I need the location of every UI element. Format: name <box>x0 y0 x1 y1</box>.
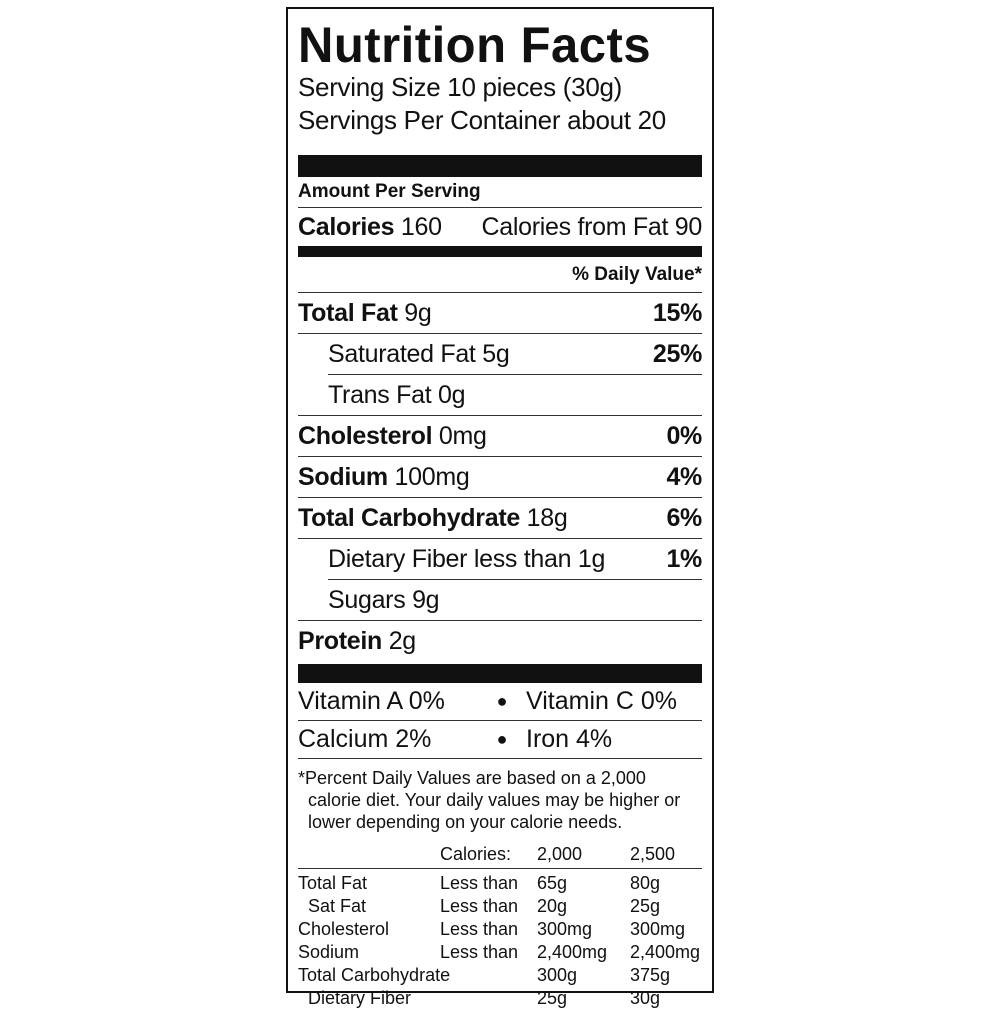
calories-value: 160 <box>400 212 442 241</box>
nutrient-row-dietary-fiber: Dietary Fiber less than 1g 1% <box>328 539 702 580</box>
vitamin-c: Vitamin C 0% <box>526 687 677 715</box>
nutrient-dv: 25% <box>652 339 702 368</box>
table-cell: 375g <box>630 965 671 985</box>
nutrient-amount: 2g <box>388 627 417 655</box>
nutrient-amount: 18g <box>526 503 568 532</box>
table-cell: Sat Fat <box>308 896 367 916</box>
table-cell: Dietary Fiber <box>308 988 412 1008</box>
table-cell: Less than <box>440 896 519 916</box>
nutrient-label: Sugars <box>328 585 406 614</box>
table-cell: Less than <box>440 942 519 962</box>
table-cell: 25g <box>537 988 568 1008</box>
nutrient-dv: 0% <box>666 421 702 450</box>
thick-divider <box>298 155 702 177</box>
calories-from-fat: Calories from Fat 90 <box>481 212 703 241</box>
nutrient-label: Cholesterol <box>298 421 433 450</box>
nutrition-facts-label: Nutrition Facts Serving Size 10 pieces (… <box>286 7 714 1008</box>
reference-table-header: Calories: 2,000 2,500 <box>298 843 702 869</box>
footnote: *Percent Daily Values are based on a 2,0… <box>298 767 702 833</box>
nutrient-amount: less than 1g <box>473 544 606 573</box>
table-cell: Total Carbohydrate <box>298 965 451 985</box>
nutrient-dv: 15% <box>652 298 702 327</box>
bullet-icon: ● <box>496 691 508 711</box>
table-cell: Less than <box>440 873 519 893</box>
table-header-cell: 2,500 <box>630 844 676 864</box>
table-cell: Sodium <box>298 942 360 962</box>
amount-per-serving-text: Amount Per Serving <box>298 181 481 202</box>
table-header-cell: Calories: <box>440 844 512 864</box>
calcium: Calcium 2% <box>298 725 432 753</box>
nutrient-label: Total Fat <box>298 298 398 327</box>
nutrient-row-saturated-fat: Saturated Fat 5g 25% <box>328 334 702 375</box>
nutrient-amount: 9g <box>404 298 432 327</box>
medium-divider <box>298 246 702 257</box>
table-cell: 300mg <box>537 919 593 939</box>
table-cell: 65g <box>537 873 568 893</box>
table-cell: 30g <box>630 988 661 1008</box>
nutrient-dv: 4% <box>666 462 702 491</box>
nutrient-amount: 100mg <box>394 462 470 491</box>
daily-value-header-text: % Daily Value* <box>572 263 702 285</box>
table-cell: 300g <box>537 965 578 985</box>
iron: Iron 4% <box>526 725 613 753</box>
table-header-cell: 2,000 <box>537 844 583 864</box>
vitamin-row: Vitamin A 0% ● Vitamin C 0% <box>298 683 702 721</box>
table-cell: 2,400mg <box>537 942 608 962</box>
table-header-cell <box>298 843 440 866</box>
nutrient-row-cholesterol: Cholesterol 0mg 0% <box>298 416 702 457</box>
thick-divider <box>298 664 702 683</box>
nutrient-row-trans-fat: Trans Fat 0g <box>298 375 702 416</box>
table-cell: 300mg <box>630 919 686 939</box>
calories-label: Calories <box>298 212 395 241</box>
bullet-icon: ● <box>496 729 508 749</box>
nutrient-row-sugars: Sugars 9g <box>298 580 702 621</box>
nutrient-amount: 0mg <box>438 421 487 450</box>
table-cell: Less than <box>440 919 519 939</box>
table-cell: 20g <box>537 896 568 916</box>
label-title: Nutrition Facts <box>298 17 652 73</box>
amount-per-serving: Amount Per Serving <box>298 177 702 208</box>
nutrient-label: Total Carbohydrate <box>298 503 520 532</box>
nutrient-label: Saturated Fat <box>328 339 476 368</box>
nutrient-label: Protein <box>298 627 383 655</box>
nutrient-label: Sodium <box>298 462 388 491</box>
nutrient-label: Dietary Fiber <box>328 544 468 573</box>
nutrient-row-protein: Protein 2g <box>298 621 702 662</box>
nutrient-row-total-carbohydrate: Total Carbohydrate 18g 6% <box>298 498 702 539</box>
nutrient-label: Trans Fat <box>328 380 432 409</box>
calories-row: Calories 160 Calories from Fat 90 <box>298 208 702 246</box>
daily-value-header: % Daily Value* <box>298 257 702 293</box>
mineral-row: Calcium 2% ● Iron 4% <box>298 721 702 759</box>
table-cell: Cholesterol <box>298 919 390 939</box>
nutrient-amount: 5g <box>482 339 510 368</box>
nutrient-amount: 9g <box>412 585 440 614</box>
vitamin-a: Vitamin A 0% <box>298 687 445 715</box>
footnote-line: calorie diet. Your daily values may be h… <box>308 790 681 810</box>
table-cell: 80g <box>630 873 661 893</box>
footnote-line: lower depending on your calorie needs. <box>308 812 623 832</box>
nutrient-dv: 6% <box>666 503 702 532</box>
table-cell: 2,400mg <box>630 942 701 962</box>
table-cell: Total Fat <box>298 873 368 893</box>
nutrient-row-total-fat: Total Fat 9g 15% <box>298 293 702 334</box>
serving-size: Serving Size 10 pieces (30g) <box>298 72 623 102</box>
reference-table: Total Fat Less than 65g 80g Sat Fat Less tha… <box>298 872 702 1010</box>
footnote-line: *Percent Daily Values are based on a 2,0… <box>298 768 646 788</box>
nutrient-dv: 1% <box>666 544 702 573</box>
servings-per-container: Servings Per Container about 20 <box>298 105 666 135</box>
nutrient-row-sodium: Sodium 100mg 4% <box>298 457 702 498</box>
nutrient-amount: 0g <box>438 380 466 409</box>
table-cell: 25g <box>630 896 661 916</box>
